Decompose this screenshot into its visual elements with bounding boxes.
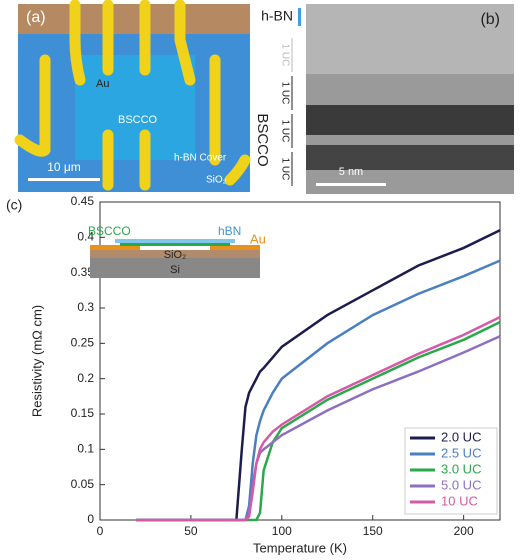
x-tick-label: 150 [363,524,383,538]
y-tick-label: 0.45 [71,194,95,208]
legend-label: 2.0 UC [441,429,481,444]
x-tick-label: 100 [272,524,292,538]
label: Au [96,78,109,90]
x-axis-label: Temperature (K) [253,540,347,555]
legend-box [404,427,498,515]
panel-c: 0 0.05 0.1 0.15 0.2 0.25 0.3 0.35 0.4 0.45 0 50 100 1… [29,194,501,555]
electrodes [14,0,251,191]
x-tick-label: 0 [97,524,104,538]
series-line [136,229,501,522]
x-tick-label: 200 [454,524,474,538]
panel-b: h-BN (b) BSCCO 5 nm [254,4,514,194]
y-tick-label: 0 [87,512,94,526]
inset-au [90,245,140,250]
uc-label: 1 UC [279,82,290,105]
legend-label: 10 UC [441,493,478,508]
label: SiO₂ [206,175,227,186]
legend-label: 3.0 UC [441,461,481,476]
panel-label: (c) [6,197,22,213]
y-tick-label: 0.4 [77,230,94,244]
hbn-marker [298,8,301,26]
uc-label: 1 UC [279,158,290,181]
y-tick-label: 0.05 [71,477,95,491]
scale-label: 5 nm [339,166,363,178]
atomic-layer [306,105,514,135]
uc-label: 1 UC [279,44,290,67]
y-tick-label: 0.25 [71,336,95,350]
flake [75,55,195,160]
legend-label: 5.0 UC [441,477,481,492]
label: h-BN Cover [174,153,227,164]
x-tick-label: 50 [184,524,198,538]
label: h-BN [261,8,293,24]
inset-label: hBN [218,224,241,238]
scale-bar [316,183,386,186]
y-tick-label: 0.35 [71,265,95,279]
panel-a: (a) Au BSCCO h-BN Cover SiO₂ 10 μm [14,0,251,192]
scale-label: 10 μm [47,160,81,174]
inset-hbn [115,239,235,243]
inset-si [90,258,260,278]
y-axis-label: Resistivity (mΩ cm) [29,305,44,417]
hbn-layer [306,4,514,74]
atomic-layer [306,145,514,170]
substrate-band [18,4,250,34]
scale-bar [28,178,100,181]
inset-bscco [120,243,230,246]
panel-label: (b) [480,11,500,28]
inset-au [210,245,260,250]
inset-label: SiO₂ [164,249,187,261]
inset-label: Si [170,264,180,276]
label: BSCCO [118,114,158,126]
inset-label: BSCCO [88,224,131,238]
uc-label: 1 UC [279,120,290,143]
inset-label: Au [250,231,266,246]
series-line [136,316,501,522]
legend-label: 2.5 UC [441,445,481,460]
y-tick-label: 0.2 [77,371,94,385]
panel-label: (a) [26,9,46,26]
y-tick-label: 0.15 [71,406,95,420]
plot-frame [99,201,501,521]
y-tick-label: 0.1 [77,442,94,456]
label: BSCCO [254,113,271,166]
y-tick-label: 0.3 [77,300,94,314]
inset-sio2 [90,250,260,258]
